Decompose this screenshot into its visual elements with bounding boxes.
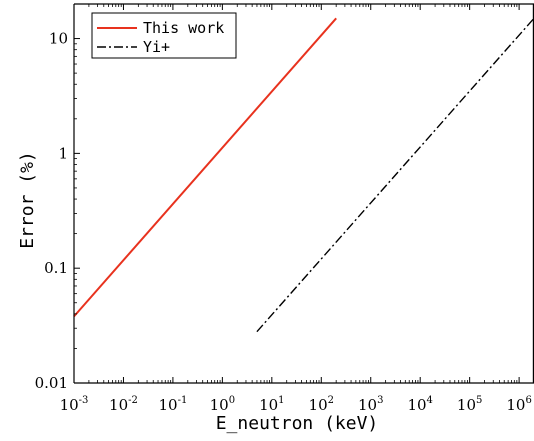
- legend-label-yi: Yi+: [143, 38, 170, 56]
- y-tick-label: 10: [49, 30, 68, 48]
- x-tick-label: 106: [506, 395, 531, 414]
- series-line-1: [256, 17, 534, 333]
- y-tick-label: 0.01: [35, 374, 68, 392]
- y-axis-title: Error (%): [17, 151, 38, 249]
- y-tick-label: 0.1: [44, 259, 68, 277]
- x-tick-label: 104: [407, 395, 432, 414]
- x-tick-label: 102: [309, 395, 334, 414]
- legend: This work Yi+: [91, 12, 237, 59]
- tick-marks: [73, 3, 534, 384]
- x-tick-label: 100: [210, 395, 235, 414]
- x-tick-label: 10-3: [60, 395, 89, 414]
- plot-area: [74, 4, 534, 383]
- plot-background: [74, 4, 534, 383]
- x-tick-label: 10-2: [109, 395, 138, 414]
- series-layer: [73, 17, 534, 333]
- x-tick-label: 10-1: [158, 395, 187, 414]
- x-tick-label: 105: [457, 395, 482, 414]
- tick-labels: 10-3 10-2 10-1 100 101 102 103 104 105 1060.010.1…: [35, 30, 532, 414]
- x-axis-title: E_neutron (keV): [216, 413, 379, 434]
- legend-box: [91, 12, 237, 59]
- x-tick-label: 101: [259, 395, 284, 414]
- axes-frame: [73, 3, 534, 384]
- series-line-0: [73, 17, 337, 318]
- y-tick-label: 1: [58, 144, 68, 162]
- legend-label-this-work: This work: [143, 19, 224, 37]
- x-tick-label: 103: [358, 395, 383, 414]
